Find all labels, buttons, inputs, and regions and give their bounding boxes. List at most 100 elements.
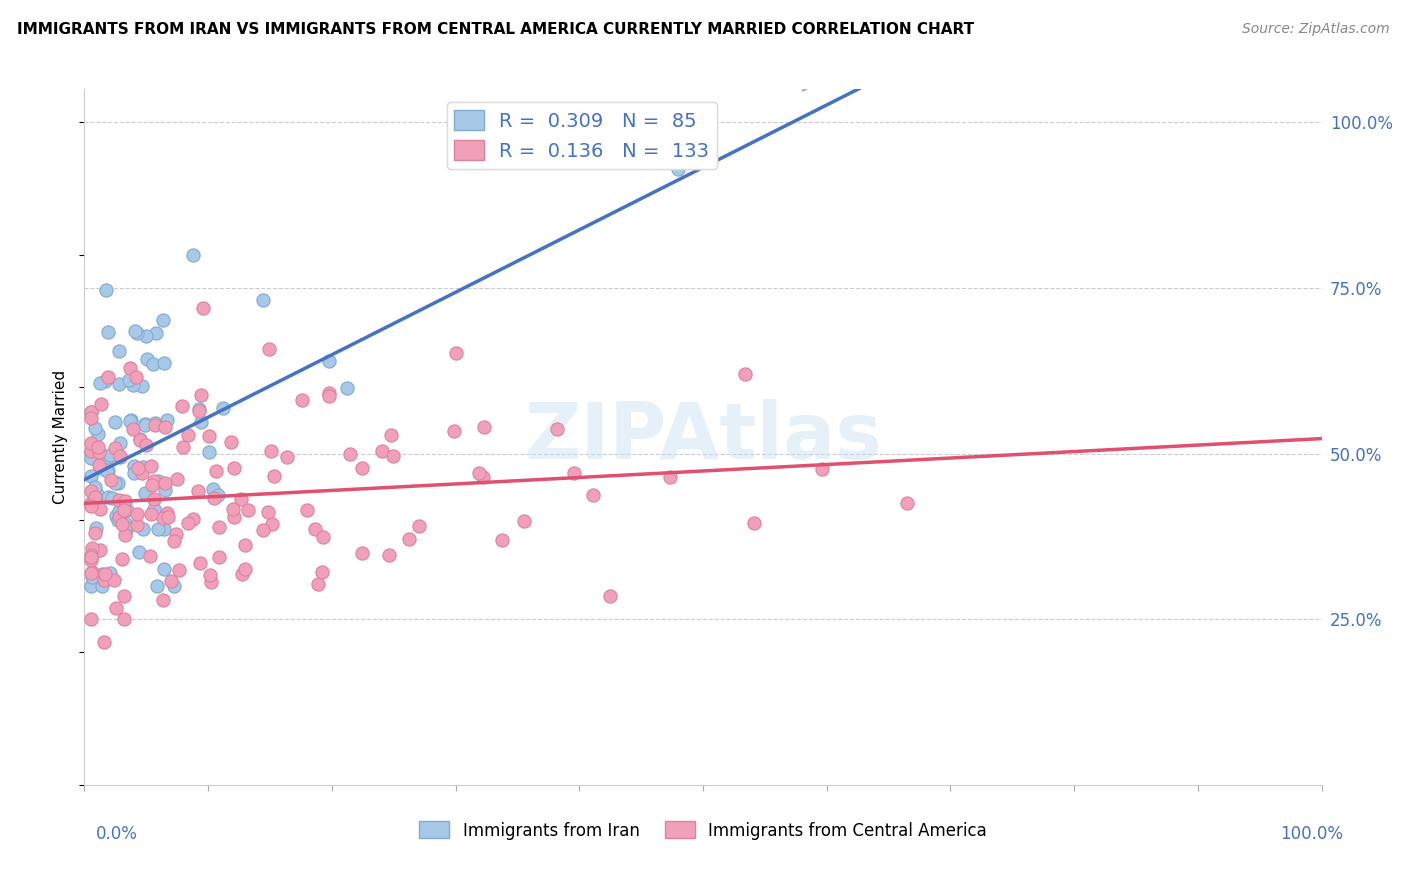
Point: [252, 293, 274, 307]
Point: [472, 469, 495, 483]
Point: [104, 475, 127, 490]
Point: [382, 450, 405, 464]
Point: [117, 373, 139, 387]
Point: [89, 502, 111, 516]
Point: [98, 448, 121, 462]
Point: [810, 461, 832, 475]
Point: [380, 428, 402, 442]
Point: [181, 248, 204, 262]
Point: [79, 445, 101, 459]
Point: [127, 518, 149, 533]
Point: [80, 541, 103, 555]
Point: [115, 524, 138, 538]
Point: [80, 565, 103, 579]
Point: [339, 447, 361, 461]
Point: [84, 421, 107, 435]
Point: [666, 161, 689, 176]
Y-axis label: Currently Married: Currently Married: [53, 370, 69, 504]
Point: [229, 492, 252, 507]
Point: [153, 483, 176, 497]
Point: [89, 445, 111, 459]
Point: [297, 503, 319, 517]
Point: [108, 436, 131, 450]
Point: [101, 491, 124, 506]
Point: [219, 435, 242, 450]
Point: [124, 324, 146, 338]
Point: [252, 523, 274, 537]
Point: [311, 566, 333, 580]
Point: [79, 548, 101, 562]
Point: [143, 416, 166, 430]
Point: [156, 413, 179, 427]
Point: [84, 520, 107, 534]
Point: [152, 313, 174, 327]
Point: [222, 501, 245, 516]
Point: [111, 516, 134, 531]
Point: [98, 566, 121, 581]
Point: [156, 510, 179, 524]
Point: [107, 493, 129, 508]
Point: [107, 344, 129, 359]
Point: [734, 367, 756, 381]
Point: [177, 516, 200, 531]
Point: [104, 601, 127, 615]
Point: [141, 477, 163, 491]
Point: [141, 507, 163, 521]
Point: [86, 487, 108, 501]
Point: [371, 443, 394, 458]
Point: [163, 533, 186, 548]
Point: [89, 461, 111, 475]
Point: [132, 522, 155, 536]
Point: [318, 389, 340, 403]
Point: [257, 343, 280, 357]
Point: [91, 567, 114, 582]
Point: [744, 516, 766, 530]
Point: [127, 461, 149, 475]
Point: [187, 402, 209, 417]
Point: [97, 325, 120, 339]
Point: [562, 467, 585, 481]
Point: [93, 634, 115, 648]
Point: [398, 532, 420, 546]
Point: [118, 414, 141, 428]
Point: [97, 464, 120, 478]
Point: [135, 352, 157, 367]
Point: [79, 496, 101, 510]
Text: ZIPAtlas: ZIPAtlas: [524, 399, 882, 475]
Point: [120, 373, 142, 387]
Point: [82, 570, 104, 584]
Point: [79, 450, 101, 465]
Point: [318, 353, 340, 368]
Point: [104, 415, 127, 429]
Point: [352, 460, 374, 475]
Point: [141, 458, 163, 473]
Point: [658, 469, 681, 483]
Point: [87, 426, 110, 441]
Point: [177, 427, 200, 442]
Point: [80, 436, 103, 450]
Point: [143, 417, 166, 432]
Point: [124, 466, 146, 480]
Point: [162, 579, 184, 593]
Point: [187, 483, 209, 498]
Point: [122, 422, 145, 436]
Point: [211, 401, 233, 415]
Point: [198, 445, 221, 459]
Point: [79, 553, 101, 567]
Text: 0.0%: 0.0%: [96, 825, 138, 843]
Point: [134, 418, 156, 433]
Point: [111, 551, 134, 566]
Point: [90, 579, 112, 593]
Point: [153, 419, 176, 434]
Point: [408, 518, 430, 533]
Point: [198, 428, 221, 442]
Point: [107, 475, 129, 490]
Point: [513, 514, 536, 528]
Point: [89, 376, 111, 390]
Point: [446, 346, 468, 360]
Point: [146, 579, 169, 593]
Point: [107, 513, 129, 527]
Point: [582, 488, 605, 502]
Text: 100.0%: 100.0%: [1279, 825, 1343, 843]
Point: [238, 503, 260, 517]
